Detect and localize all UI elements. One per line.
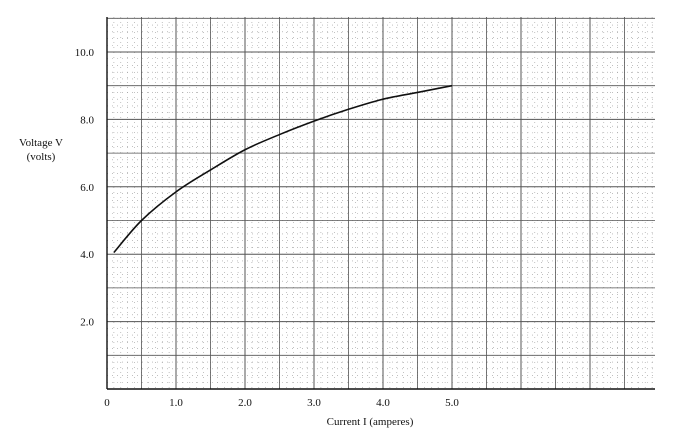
x-tick-label: 0 (104, 397, 110, 409)
x-tick-label: 2.0 (238, 397, 252, 409)
tick-labels: 0 1.0 2.0 3.0 4.0 5.0 2.0 4.0 6.0 8.0 10.0 (75, 47, 460, 409)
series-line (113, 84, 453, 254)
x-axis-title: Current I (amperes) (327, 416, 414, 428)
y-tick-label: 4.0 (80, 249, 94, 261)
x-tick-label: 5.0 (445, 397, 459, 409)
y-axis-title-line2: (volts) (26, 151, 56, 163)
x-tick-label: 1.0 (169, 397, 183, 409)
y-tick-label: 8.0 (80, 114, 94, 126)
x-tick-label: 3.0 (307, 397, 321, 409)
y-axis-title: Voltage V (volts) (6, 136, 76, 164)
y-tick-label: 10.0 (75, 47, 95, 59)
major-grid (107, 17, 655, 389)
axes (106, 17, 655, 390)
y-tick-label: 2.0 (80, 317, 94, 329)
y-tick-label: 6.0 (80, 182, 94, 194)
minor-grid (107, 17, 655, 389)
x-tick-label: 4.0 (376, 397, 390, 409)
y-axis-title-line1: Voltage V (19, 137, 63, 149)
series-layer (113, 84, 453, 254)
